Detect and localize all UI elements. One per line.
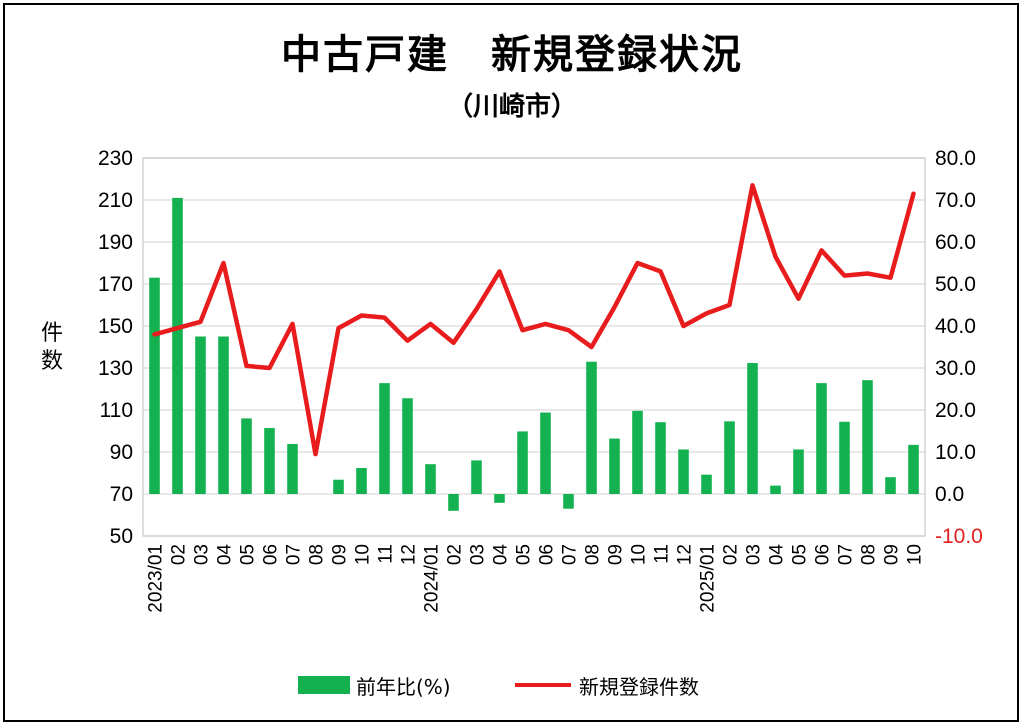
x-tick-label: 03: [468, 544, 489, 565]
bar-yoy: [586, 361, 597, 494]
x-tick-label: 08: [307, 544, 328, 565]
x-tick-label: 06: [813, 544, 834, 565]
bar-yoy: [448, 494, 459, 511]
x-tick-label: 05: [514, 544, 535, 565]
y-right-tick-label: 20.0: [935, 399, 976, 422]
x-tick-label: 04: [491, 544, 512, 566]
x-tick-label: 04: [767, 544, 788, 566]
y-right-tick-label: 10.0: [935, 441, 976, 464]
bar-yoy: [678, 449, 689, 494]
bar-yoy: [724, 421, 735, 494]
bar-yoy: [770, 485, 781, 494]
x-tick-label: 09: [606, 544, 627, 565]
y-left-tick-label: 130: [98, 357, 133, 380]
y-left-tick-label: 150: [98, 315, 133, 338]
x-tick-label: 05: [238, 544, 259, 565]
bar-yoy: [494, 494, 505, 503]
x-tick-label: 03: [192, 544, 213, 565]
x-tick-label: 12: [399, 544, 420, 565]
y-left-tick-label: 50: [110, 525, 133, 548]
bar-yoy: [655, 422, 666, 494]
bar-yoy: [471, 460, 482, 494]
bar-yoy: [816, 383, 827, 494]
bar-yoy: [379, 383, 390, 494]
bar-yoy: [264, 428, 275, 494]
x-tick-label: 08: [583, 544, 604, 565]
x-tick-label: 10: [353, 544, 374, 565]
y-axis-label: 件数: [40, 321, 63, 374]
bar-yoy: [563, 494, 574, 509]
y-left-tick-label: 90: [110, 441, 133, 464]
bar-yoy: [632, 410, 643, 494]
x-tick-label: 10: [629, 544, 650, 565]
y-left-tick-label: 170: [98, 273, 133, 296]
bar-yoy: [609, 438, 620, 494]
x-tick-label: 05: [790, 544, 811, 565]
legend-bar-swatch: [298, 676, 350, 694]
plot-area: [142, 157, 926, 537]
x-tick-label: 12: [675, 544, 696, 565]
bar-yoy: [885, 477, 896, 494]
y-right-tick-label: 0.0: [935, 483, 964, 506]
x-tick-label: 06: [537, 544, 558, 565]
chart-subtitle: （川崎市）: [446, 92, 577, 122]
x-tick-label: 2024/01: [422, 544, 443, 613]
x-tick-label: 11: [652, 544, 673, 564]
y-right-tick-label: 80.0: [935, 147, 976, 170]
bar-yoy: [862, 380, 873, 494]
bar-yoy: [287, 444, 298, 494]
bar-yoy: [218, 336, 229, 494]
x-tick-label: 07: [836, 544, 857, 565]
x-tick-label: 10: [905, 544, 926, 565]
bar-yoy: [402, 398, 413, 494]
y-right-tick-label: 40.0: [935, 315, 976, 338]
y-right-tick-label: 50.0: [935, 273, 976, 296]
bar-yoy: [701, 474, 712, 494]
y-right-tick-label: 60.0: [935, 231, 976, 254]
x-tick-label: 07: [284, 544, 305, 565]
y-left-tick-label: 230: [98, 147, 133, 170]
y-right-tick-label: 30.0: [935, 357, 976, 380]
x-tick-label: 11: [376, 544, 397, 564]
x-tick-label: 02: [445, 544, 466, 565]
bar-yoy: [149, 277, 160, 494]
y-left-tick-label: 190: [98, 231, 133, 254]
y-left-tick-label: 210: [98, 189, 133, 212]
x-tick-label: 02: [169, 544, 190, 565]
bar-yoy: [839, 421, 850, 494]
bar-yoy: [747, 362, 758, 494]
x-tick-label: 04: [215, 544, 236, 566]
x-tick-label: 02: [721, 544, 742, 565]
x-tick-label: 06: [261, 544, 282, 565]
legend-bar-label: 前年比(%): [356, 674, 451, 699]
series-line-registrations: [152, 183, 916, 457]
bar-yoy: [241, 418, 252, 494]
x-tick-label: 03: [744, 544, 765, 565]
y-left-tick-label: 70: [110, 483, 133, 506]
x-tick-label: 2023/01: [146, 544, 167, 613]
x-tick-label: 08: [859, 544, 880, 565]
legend-line-entry: 新規登録件数: [515, 670, 699, 700]
y-right-tick-label: -10.0: [935, 525, 983, 548]
legend-line-swatch: [515, 683, 571, 687]
bar-yoy: [333, 479, 344, 494]
bar-yoy: [195, 336, 206, 494]
bar-yoy: [908, 444, 919, 494]
bar-yoy: [425, 464, 436, 494]
x-tick-label: 07: [560, 544, 581, 565]
bar-yoy: [540, 412, 551, 494]
legend-bar-entry: 前年比(%): [298, 670, 451, 700]
bar-yoy: [517, 431, 528, 494]
y-right-tick-label: 70.0: [935, 189, 976, 212]
legend-line-label: 新規登録件数: [579, 674, 699, 699]
x-tick-label: 09: [882, 544, 903, 565]
bar-yoy: [793, 449, 804, 494]
y-left-tick-label: 110: [100, 399, 133, 422]
bar-yoy: [172, 197, 183, 494]
x-tick-label: 09: [330, 544, 351, 565]
chart-title: 中古戸建 新規登録状況: [281, 32, 743, 78]
x-tick-label: 2025/01: [698, 544, 719, 613]
bar-yoy: [356, 467, 367, 494]
